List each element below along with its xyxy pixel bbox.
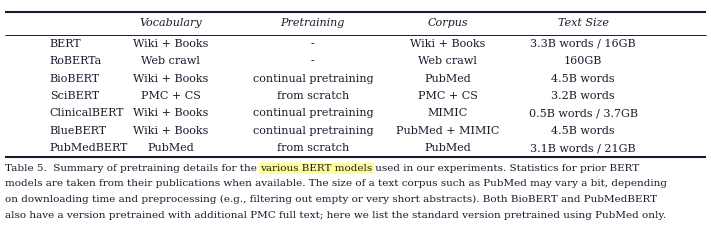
Text: 3.1B words / 21GB: 3.1B words / 21GB (530, 143, 636, 153)
Text: also have a version pretrained with additional PMC full text; here we list the s: also have a version pretrained with addi… (5, 211, 666, 219)
Text: 160GB: 160GB (564, 56, 602, 66)
Text: Wiki + Books: Wiki + Books (133, 39, 208, 49)
Text: Table 5.  Summary of pretraining details for the: Table 5. Summary of pretraining details … (5, 164, 260, 173)
Text: Pretraining: Pretraining (281, 18, 345, 28)
Text: Corpus: Corpus (427, 18, 469, 28)
Text: PubMed: PubMed (147, 143, 194, 153)
Text: Text Size: Text Size (557, 18, 609, 28)
Text: MIMIC: MIMIC (428, 108, 468, 118)
Text: Wiki + Books: Wiki + Books (133, 74, 208, 83)
Text: on downloading time and preprocessing (e.g., filtering out empty or very short a: on downloading time and preprocessing (e… (5, 195, 657, 204)
Text: RoBERTa: RoBERTa (50, 56, 102, 66)
Text: SciBERT: SciBERT (50, 91, 99, 101)
Text: various BERT models: various BERT models (260, 164, 373, 173)
Text: from scratch: from scratch (277, 143, 349, 153)
Text: PubMedBERT: PubMedBERT (50, 143, 128, 153)
Text: 0.5B words / 3.7GB: 0.5B words / 3.7GB (528, 108, 638, 118)
Text: BlueBERT: BlueBERT (50, 126, 107, 136)
Text: PMC + CS: PMC + CS (141, 91, 201, 101)
Text: 4.5B words: 4.5B words (551, 74, 615, 83)
Text: PubMed: PubMed (424, 74, 471, 83)
Text: PubMed: PubMed (424, 143, 471, 153)
Text: -: - (311, 39, 315, 49)
Text: continual pretraining: continual pretraining (252, 108, 373, 118)
Text: models are taken from their publications when available. The size of a text corp: models are taken from their publications… (5, 180, 667, 189)
Text: 3.2B words: 3.2B words (551, 91, 615, 101)
Text: 4.5B words: 4.5B words (551, 126, 615, 136)
Text: Wiki + Books: Wiki + Books (133, 108, 208, 118)
Text: ClinicalBERT: ClinicalBERT (50, 108, 124, 118)
Text: Web crawl: Web crawl (419, 56, 477, 66)
Text: BioBERT: BioBERT (50, 74, 100, 83)
Text: Wiki + Books: Wiki + Books (133, 126, 208, 136)
Text: continual pretraining: continual pretraining (252, 126, 373, 136)
Text: PubMed + MIMIC: PubMed + MIMIC (396, 126, 500, 136)
Text: BERT: BERT (50, 39, 81, 49)
Text: PMC + CS: PMC + CS (418, 91, 478, 101)
Text: 3.3B words / 16GB: 3.3B words / 16GB (530, 39, 636, 49)
Text: from scratch: from scratch (277, 91, 349, 101)
Text: Wiki + Books: Wiki + Books (410, 39, 486, 49)
Text: Web crawl: Web crawl (141, 56, 200, 66)
Text: used in our experiments. Statistics for prior BERT: used in our experiments. Statistics for … (373, 164, 640, 173)
Text: continual pretraining: continual pretraining (252, 74, 373, 83)
Text: Vocabulary: Vocabulary (139, 18, 202, 28)
Text: -: - (311, 56, 315, 66)
